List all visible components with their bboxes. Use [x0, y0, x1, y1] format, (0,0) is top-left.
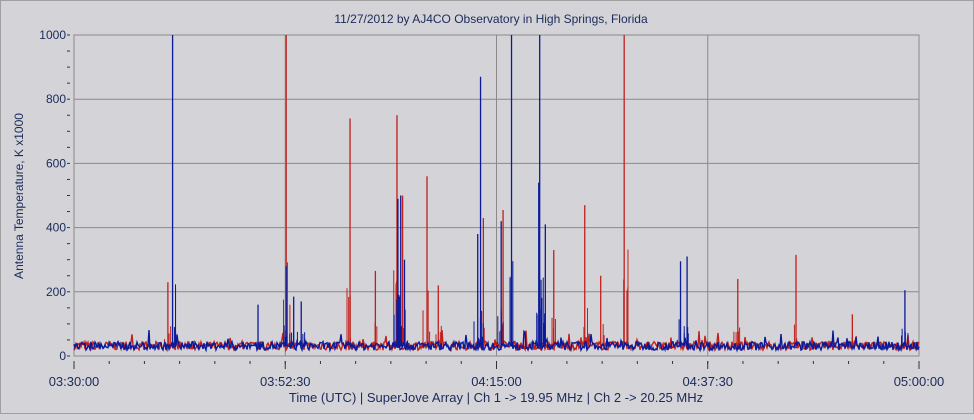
y-tick-label: 600: [46, 156, 66, 170]
y-tick-label: 1000: [39, 28, 66, 42]
x-tick-label: 05:00:00: [894, 374, 945, 389]
y-tick-label: 400: [46, 221, 66, 235]
y-tick-label: 200: [46, 285, 66, 299]
x-tick-label: 04:15:00: [471, 374, 522, 389]
y-tick-label: 800: [46, 92, 66, 106]
x-axis-label: Time (UTC) | SuperJove Array | Ch 1 -> 1…: [289, 390, 703, 405]
series-1-baseline: [73, 329, 920, 353]
x-tick-label: 03:52:30: [260, 374, 311, 389]
series-1: [73, 35, 920, 353]
chart-title: 11/27/2012 by AJ4CO Observatory in High …: [334, 12, 648, 26]
x-tick-label: 03:30:00: [49, 374, 100, 389]
y-tick-label: 0: [59, 349, 66, 363]
x-tick-label: 04:37:30: [682, 374, 733, 389]
y-axis-label: Antenna Temperature, K x1000: [12, 113, 26, 279]
